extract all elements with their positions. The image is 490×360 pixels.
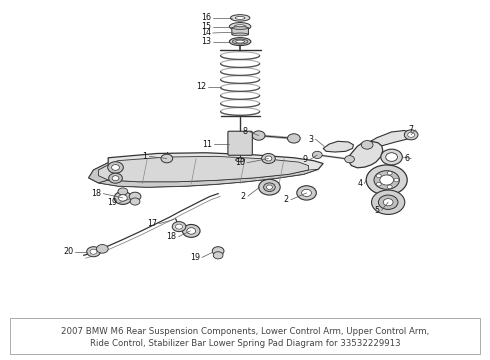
Polygon shape — [98, 169, 318, 187]
Polygon shape — [366, 131, 413, 148]
Circle shape — [383, 199, 393, 206]
Circle shape — [262, 153, 275, 163]
Ellipse shape — [230, 15, 250, 21]
Ellipse shape — [232, 33, 248, 36]
Text: 2: 2 — [284, 195, 289, 204]
Polygon shape — [98, 156, 309, 182]
Text: 17: 17 — [147, 219, 157, 228]
Ellipse shape — [236, 40, 245, 43]
Circle shape — [112, 165, 120, 170]
Circle shape — [378, 195, 398, 210]
Circle shape — [264, 183, 275, 192]
Text: 15: 15 — [201, 22, 211, 31]
Circle shape — [394, 178, 399, 182]
Text: 11: 11 — [202, 140, 212, 149]
Circle shape — [374, 171, 399, 189]
Text: 12: 12 — [196, 82, 206, 91]
Circle shape — [213, 252, 223, 259]
Circle shape — [371, 190, 405, 215]
Circle shape — [387, 171, 392, 175]
Circle shape — [302, 189, 312, 197]
Ellipse shape — [232, 27, 248, 30]
Ellipse shape — [229, 38, 251, 45]
Circle shape — [118, 188, 128, 195]
Circle shape — [386, 153, 397, 161]
Circle shape — [112, 176, 119, 181]
Text: 18: 18 — [167, 232, 176, 241]
Circle shape — [297, 186, 317, 200]
Circle shape — [252, 131, 265, 140]
Circle shape — [129, 192, 141, 201]
Circle shape — [313, 151, 322, 158]
Circle shape — [267, 185, 272, 189]
Circle shape — [344, 156, 354, 163]
Circle shape — [182, 225, 200, 237]
Text: 8: 8 — [243, 127, 248, 136]
Circle shape — [119, 195, 127, 201]
Circle shape — [161, 154, 172, 163]
Circle shape — [288, 134, 300, 143]
Circle shape — [404, 130, 418, 140]
Ellipse shape — [234, 25, 246, 28]
Polygon shape — [89, 153, 323, 187]
Circle shape — [259, 179, 280, 195]
Circle shape — [361, 140, 373, 149]
Circle shape — [366, 165, 407, 195]
Text: 20: 20 — [63, 247, 73, 256]
Circle shape — [265, 156, 272, 161]
Text: 19: 19 — [190, 253, 200, 262]
FancyBboxPatch shape — [10, 318, 480, 354]
Ellipse shape — [236, 158, 245, 162]
Circle shape — [380, 175, 393, 185]
Polygon shape — [323, 141, 353, 152]
Text: 16: 16 — [201, 13, 211, 22]
Circle shape — [387, 185, 392, 189]
Text: 2007 BMW M6 Rear Suspension Components, Lower Control Arm, Upper Control Arm,
Ri: 2007 BMW M6 Rear Suspension Components, … — [61, 327, 429, 348]
Text: 13: 13 — [201, 37, 211, 46]
Circle shape — [212, 247, 224, 255]
Circle shape — [376, 174, 381, 177]
Text: 3: 3 — [308, 135, 314, 144]
Text: 9: 9 — [302, 156, 308, 165]
Circle shape — [376, 183, 381, 186]
Circle shape — [408, 132, 415, 137]
Text: 14: 14 — [201, 28, 211, 37]
Circle shape — [109, 173, 122, 183]
Text: 19: 19 — [107, 198, 117, 207]
Text: 18: 18 — [91, 189, 101, 198]
Circle shape — [187, 228, 196, 234]
Polygon shape — [348, 141, 383, 168]
Circle shape — [172, 222, 186, 231]
FancyBboxPatch shape — [228, 131, 252, 155]
Text: 5: 5 — [374, 206, 379, 215]
Circle shape — [97, 244, 108, 253]
Text: 6: 6 — [404, 154, 409, 163]
Text: 1: 1 — [142, 152, 147, 161]
Circle shape — [114, 192, 132, 204]
Text: 7: 7 — [409, 125, 414, 134]
Circle shape — [175, 224, 182, 229]
Ellipse shape — [235, 17, 245, 19]
Circle shape — [90, 249, 97, 254]
Text: 10: 10 — [235, 158, 245, 167]
Ellipse shape — [232, 39, 248, 44]
Ellipse shape — [229, 23, 251, 31]
Circle shape — [87, 247, 100, 257]
Circle shape — [108, 162, 123, 173]
Polygon shape — [89, 163, 108, 183]
FancyBboxPatch shape — [232, 28, 248, 35]
Text: 4: 4 — [357, 179, 362, 188]
Circle shape — [130, 198, 140, 205]
Text: 2: 2 — [241, 192, 246, 201]
Circle shape — [381, 149, 402, 165]
